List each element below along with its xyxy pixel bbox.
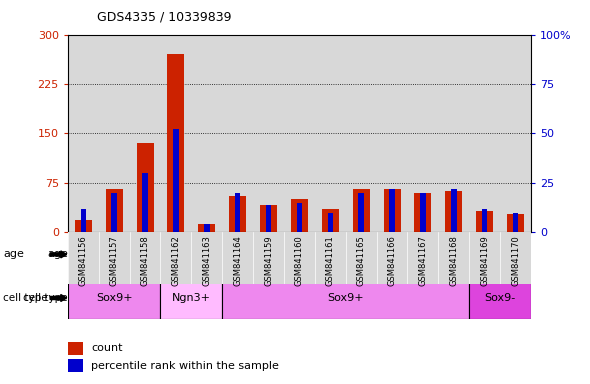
Bar: [106, 189, 123, 232]
Bar: [482, 209, 487, 232]
Bar: [160, 35, 191, 232]
Bar: [191, 35, 222, 232]
Bar: [408, 232, 438, 284]
Text: GSM841169: GSM841169: [480, 235, 489, 286]
Bar: [291, 199, 308, 232]
Bar: [297, 203, 302, 232]
Text: Sox9-: Sox9-: [484, 293, 516, 303]
Bar: [389, 189, 395, 232]
Bar: [513, 213, 519, 232]
Text: GSM841166: GSM841166: [388, 235, 396, 286]
Bar: [315, 234, 531, 275]
Bar: [384, 189, 401, 232]
Bar: [346, 35, 376, 232]
Bar: [112, 193, 117, 232]
Text: e15.5: e15.5: [222, 249, 254, 260]
Text: GSM841164: GSM841164: [233, 235, 242, 286]
Bar: [80, 209, 86, 232]
Bar: [476, 211, 493, 232]
Bar: [358, 193, 364, 232]
Bar: [68, 35, 99, 232]
Bar: [222, 277, 469, 319]
Bar: [222, 35, 253, 232]
Bar: [75, 220, 92, 232]
Bar: [260, 205, 277, 232]
Bar: [322, 209, 339, 232]
Bar: [130, 35, 160, 232]
Bar: [438, 232, 469, 284]
Bar: [315, 35, 346, 232]
Text: GSM841156: GSM841156: [79, 235, 88, 286]
Bar: [327, 213, 333, 232]
Text: age: age: [47, 249, 68, 260]
Bar: [142, 173, 148, 232]
Bar: [353, 189, 370, 232]
Bar: [68, 234, 160, 275]
Bar: [315, 232, 346, 284]
Text: Ngn3+: Ngn3+: [172, 293, 211, 303]
Text: GSM841165: GSM841165: [357, 235, 366, 286]
Bar: [408, 35, 438, 232]
Bar: [168, 55, 185, 232]
Text: e10.5: e10.5: [99, 249, 130, 260]
Bar: [253, 232, 284, 284]
Bar: [68, 342, 83, 355]
Bar: [253, 35, 284, 232]
Text: percentile rank within the sample: percentile rank within the sample: [91, 361, 279, 371]
Bar: [438, 35, 469, 232]
Bar: [160, 232, 191, 284]
Bar: [229, 196, 246, 232]
Bar: [235, 193, 241, 232]
Text: GSM841168: GSM841168: [450, 235, 458, 286]
Text: cell type: cell type: [3, 293, 48, 303]
Bar: [284, 232, 315, 284]
Bar: [160, 234, 315, 275]
Bar: [204, 224, 209, 232]
Bar: [469, 277, 531, 319]
Bar: [222, 232, 253, 284]
Text: GSM841161: GSM841161: [326, 235, 335, 286]
Bar: [99, 35, 130, 232]
Text: GSM841162: GSM841162: [172, 235, 181, 286]
Text: p23: p23: [412, 249, 434, 260]
Text: GSM841170: GSM841170: [511, 235, 520, 286]
Bar: [451, 189, 457, 232]
Bar: [507, 214, 524, 232]
Bar: [68, 232, 99, 284]
Bar: [500, 232, 531, 284]
Bar: [136, 143, 153, 232]
Bar: [130, 232, 160, 284]
Bar: [160, 277, 222, 319]
Text: cell type: cell type: [23, 293, 68, 303]
Bar: [266, 205, 271, 232]
Bar: [414, 193, 431, 232]
Text: GSM841160: GSM841160: [295, 235, 304, 286]
Bar: [500, 35, 531, 232]
Text: GSM841158: GSM841158: [140, 235, 149, 286]
Text: GSM841167: GSM841167: [418, 235, 427, 286]
Bar: [68, 359, 83, 372]
Bar: [376, 232, 408, 284]
Text: age: age: [3, 249, 24, 260]
Text: GDS4335 / 10339839: GDS4335 / 10339839: [97, 10, 232, 23]
Bar: [68, 277, 160, 319]
Text: GSM841157: GSM841157: [110, 235, 119, 286]
Bar: [284, 35, 315, 232]
Text: Sox9+: Sox9+: [327, 293, 364, 303]
Text: Sox9+: Sox9+: [96, 293, 133, 303]
Bar: [99, 232, 130, 284]
Bar: [469, 232, 500, 284]
Bar: [420, 193, 426, 232]
Bar: [191, 232, 222, 284]
Text: GSM841163: GSM841163: [202, 235, 211, 286]
Text: count: count: [91, 343, 123, 354]
Bar: [445, 192, 463, 232]
Bar: [173, 129, 179, 232]
Bar: [346, 232, 376, 284]
Bar: [469, 35, 500, 232]
Bar: [376, 35, 408, 232]
Bar: [198, 224, 215, 232]
Text: GSM841159: GSM841159: [264, 235, 273, 286]
